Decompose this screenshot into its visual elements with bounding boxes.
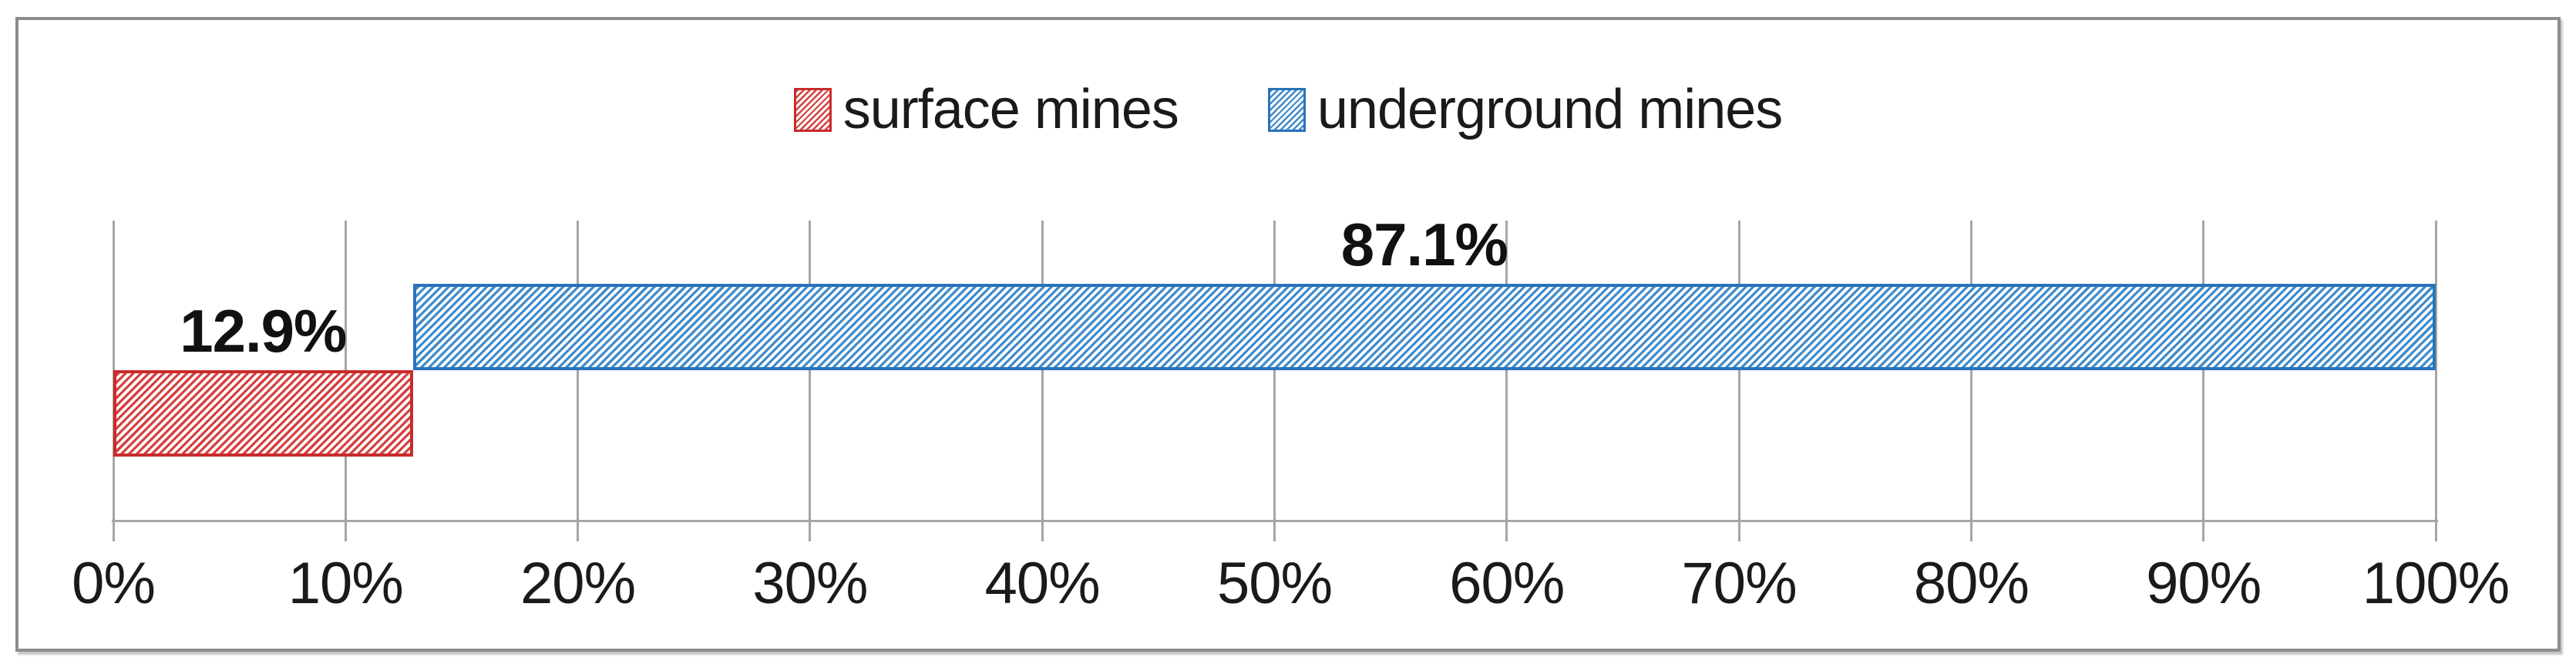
tick-mark bbox=[2202, 522, 2205, 541]
gridline bbox=[1737, 221, 1740, 521]
x-tick-label: 80% bbox=[1913, 551, 2030, 616]
tick-mark bbox=[112, 522, 115, 541]
legend: surface mines underground mines bbox=[0, 77, 2576, 142]
x-tick-label: 90% bbox=[2146, 551, 2262, 616]
x-tick-label: 100% bbox=[2362, 551, 2510, 616]
tick-mark bbox=[1273, 522, 1276, 541]
gridline bbox=[1041, 221, 1044, 521]
legend-item-surface-mines: surface mines bbox=[793, 77, 1179, 142]
x-tick-label: 0% bbox=[72, 551, 156, 616]
tick-mark bbox=[2434, 522, 2437, 541]
tick-mark bbox=[809, 522, 812, 541]
x-tick-label: 30% bbox=[752, 551, 868, 616]
gridline bbox=[809, 221, 812, 521]
tick-mark bbox=[1969, 522, 1972, 541]
gridline bbox=[1505, 221, 1508, 521]
underground-mines-bar bbox=[412, 284, 2436, 370]
underground-mines-legend-swatch bbox=[1267, 87, 1306, 132]
x-axis-line bbox=[112, 520, 2438, 522]
gridline bbox=[577, 221, 580, 521]
x-axis-labels: 0% 10% 20% 30% 40% 50% 60% 70% 80% 90% 100% bbox=[72, 551, 2510, 622]
tick-mark bbox=[577, 522, 580, 541]
x-tick-label: 70% bbox=[1681, 551, 1797, 616]
x-axis-ticks bbox=[112, 522, 2437, 541]
tick-mark bbox=[1737, 522, 1740, 541]
gridline bbox=[1273, 221, 1276, 521]
legend-item-underground-mines: underground mines bbox=[1267, 77, 1783, 142]
plot-area: 12.9% 87.1% bbox=[112, 213, 2437, 521]
underground-mines-data-label: 87.1% bbox=[1340, 211, 1508, 278]
x-tick-label: 60% bbox=[1449, 551, 1565, 616]
tick-mark bbox=[344, 522, 347, 541]
gridline bbox=[2434, 221, 2437, 521]
x-tick-label: 20% bbox=[520, 551, 636, 616]
gridline bbox=[2202, 221, 2205, 521]
legend-label-underground-mines: underground mines bbox=[1317, 79, 1783, 140]
x-tick-label: 50% bbox=[1216, 551, 1333, 616]
tick-mark bbox=[1505, 522, 1508, 541]
surface-mines-data-label: 12.9% bbox=[180, 297, 347, 365]
tick-mark bbox=[1041, 522, 1044, 541]
surface-mines-bar bbox=[113, 370, 413, 457]
x-tick-label: 10% bbox=[288, 551, 404, 616]
gridline bbox=[1969, 221, 1972, 521]
x-tick-label: 40% bbox=[984, 551, 1101, 616]
legend-label-surface-mines: surface mines bbox=[842, 79, 1179, 140]
surface-mines-legend-swatch bbox=[793, 87, 832, 132]
